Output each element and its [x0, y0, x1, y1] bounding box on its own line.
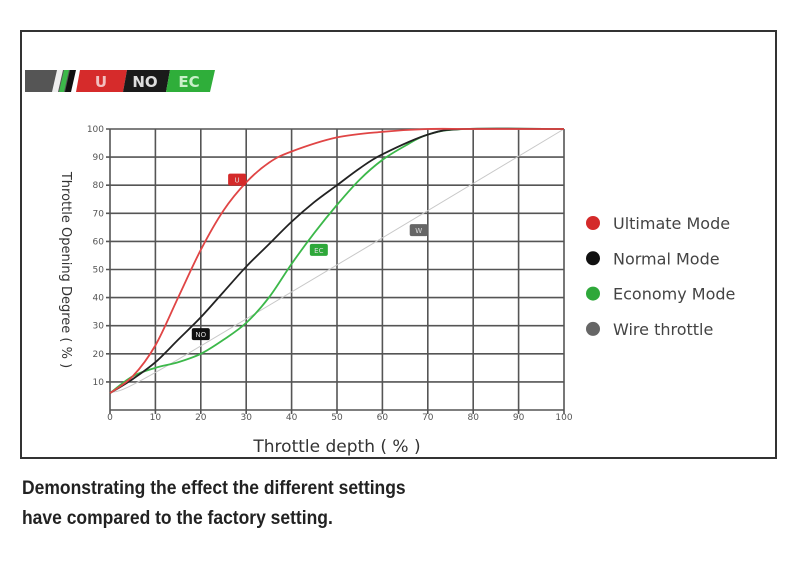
y-axis-label: Throttle Opening Degree ( % ) — [58, 171, 73, 368]
series-badge-label: NO — [195, 331, 206, 339]
x-tick-label: 30 — [240, 413, 252, 423]
caption-line-1: Demonstrating the effect the different s… — [22, 478, 406, 499]
legend-entry: Normal Mode — [613, 249, 720, 268]
y-tick-label: 60 — [93, 237, 105, 247]
x-tick-label: 70 — [422, 413, 434, 423]
banner-label-u: U — [95, 73, 107, 91]
x-tick-label: 60 — [377, 413, 389, 423]
y-tick-label: 40 — [93, 294, 105, 304]
y-tick-label: 20 — [93, 350, 105, 360]
legend-entry: Wire throttle — [613, 320, 713, 339]
series-badge-label: EC — [314, 247, 323, 255]
x-tick-label: 80 — [467, 413, 479, 423]
y-tick-label: 90 — [93, 153, 105, 163]
legend-entry: Economy Mode — [613, 285, 735, 304]
x-tick-label: 50 — [331, 413, 343, 423]
x-tick-label: 90 — [513, 413, 525, 423]
caption-line-2: have compared to the factory setting. — [22, 508, 333, 529]
legend-marker-u-icon — [586, 216, 600, 230]
mode-banner-logo: U NO EC — [25, 70, 225, 92]
y-tick-label: 100 — [87, 125, 104, 135]
banner-label-no: NO — [132, 73, 157, 91]
x-tick-label: 100 — [555, 413, 572, 423]
y-tick-label: 70 — [93, 209, 105, 219]
legend-marker-no-icon — [586, 251, 600, 266]
series-badge-ec — [309, 243, 328, 256]
x-tick-label: 40 — [286, 413, 298, 423]
x-axis-label: Throttle depth ( % ) — [252, 437, 420, 457]
x-tick-label: 0 — [107, 413, 113, 423]
y-tick-label: 30 — [93, 322, 105, 332]
x-tick-label: 10 — [150, 413, 162, 423]
series-badge-label: U — [235, 177, 240, 185]
x-tick-label: 20 — [195, 413, 207, 423]
series-line-wire-throttle — [109, 128, 565, 394]
y-tick-label: 10 — [93, 378, 105, 388]
banner-label-ec: EC — [178, 73, 199, 91]
series-badge-w — [409, 224, 428, 237]
series-badge-no — [191, 328, 210, 341]
series-badge-label: W — [415, 227, 422, 235]
chart-frame — [20, 30, 777, 459]
legend-marker-w-icon — [586, 321, 600, 336]
legend-entry: Ultimate Mode — [613, 214, 730, 233]
y-tick-label: 50 — [93, 266, 105, 276]
y-tick-label: 80 — [93, 181, 105, 191]
series-line-normal-mode — [109, 127, 565, 394]
series-line-ultimate-mode — [109, 127, 564, 394]
legend-marker-ec-icon — [586, 286, 600, 301]
series-badge-u — [228, 173, 247, 186]
